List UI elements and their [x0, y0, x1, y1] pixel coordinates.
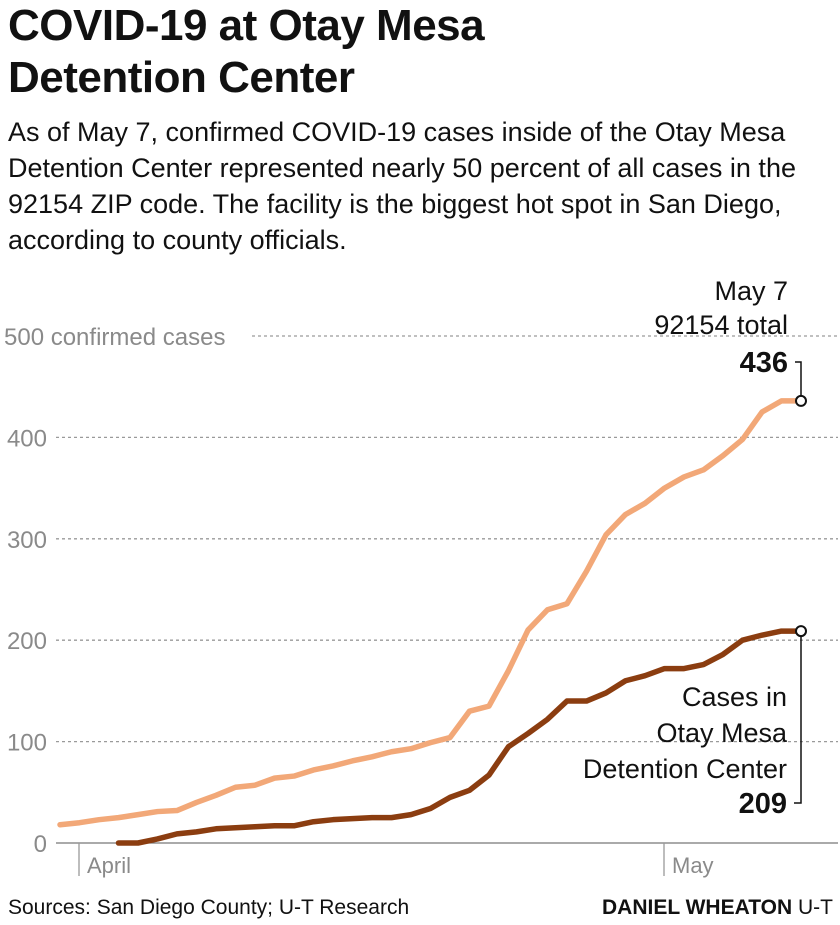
chart-subtitle: As of May 7, confirmed COVID-19 cases in… — [8, 117, 796, 255]
series-line-detention — [115, 628, 804, 846]
title-line-1: COVID-19 at Otay Mesa — [8, 1, 485, 50]
series-line-zip — [57, 398, 804, 828]
y-tick-label-0: 0 — [34, 831, 47, 858]
endpoint-marker-zip — [795, 394, 807, 407]
y-tick-label-400: 400 — [7, 425, 47, 452]
y-tick-label-300: 300 — [7, 527, 47, 554]
title-line-2: Detention Center — [8, 53, 355, 102]
annotation-zip-leader — [795, 361, 802, 396]
annotation-detention-label-3: Detention Center — [583, 754, 787, 784]
grid-lines — [56, 335, 838, 743]
annotation-detention-label-1: Cases in — [682, 682, 787, 712]
annotation-zip-label: 92154 total — [654, 310, 788, 340]
annotation-detention-leader — [794, 636, 802, 804]
author-name: DANIEL WHEATON — [601, 896, 793, 919]
y-tick-label-500: 500 confirmed cases — [4, 324, 225, 351]
annotations: May 7 92154 total 436 Cases in Otay Mesa Dete… — [583, 276, 807, 820]
annotation-detention-value: 209 — [739, 788, 787, 820]
y-tick-label-200: 200 — [7, 628, 47, 655]
y-tick-labels: 0 100 200 300 400 500 confirmed cases — [4, 324, 225, 858]
author-credit: DANIEL WHEATON U-T — [602, 896, 833, 920]
endpoint-marker-detention — [795, 625, 807, 638]
sources-credit: Sources: San Diego County; U-T Research — [8, 896, 410, 919]
annotation-zip-date: May 7 — [714, 276, 788, 306]
series-lines — [57, 398, 804, 846]
outlet-name: U-T — [798, 896, 833, 919]
annotation-detention-label-2: Otay Mesa — [656, 718, 788, 748]
x-axis: April May — [56, 842, 838, 878]
annotation-zip-value: 436 — [740, 347, 788, 379]
x-tick-label-may: May — [672, 853, 714, 878]
x-tick-label-april: April — [87, 853, 131, 878]
chart-title: COVID-19 at Otay Mesa Detention Center — [8, 0, 828, 104]
y-tick-label-100: 100 — [7, 730, 47, 757]
